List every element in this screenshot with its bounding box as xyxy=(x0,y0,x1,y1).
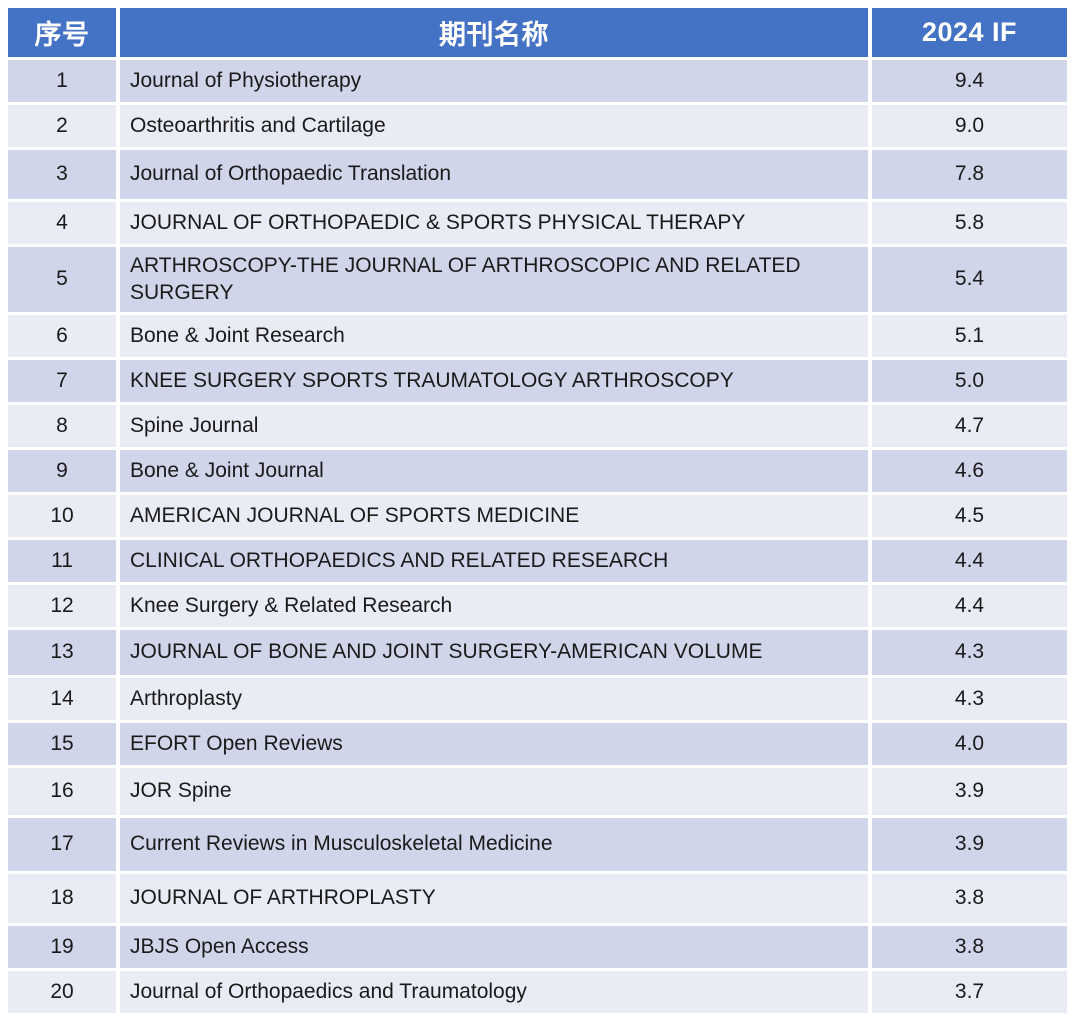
impact-factor-cell: 5.0 xyxy=(872,360,1067,402)
row-index-cell: 14 xyxy=(8,678,116,720)
journal-name-cell: CLINICAL ORTHOPAEDICS AND RELATED RESEAR… xyxy=(120,540,868,582)
header-cell-index: 序号 xyxy=(8,8,116,57)
impact-factor-cell: 9.4 xyxy=(872,60,1067,102)
journal-if-table: 序号 期刊名称 2024 IF 1 Journal of Physiothera… xyxy=(4,5,1071,1016)
row-index-cell: 5 xyxy=(8,247,116,312)
journal-name-cell: KNEE SURGERY SPORTS TRAUMATOLOGY ARTHROS… xyxy=(120,360,868,402)
impact-factor-cell: 3.9 xyxy=(872,818,1067,871)
journal-name-cell: Journal of Orthopaedic Translation xyxy=(120,150,868,199)
journal-name-cell: JOURNAL OF BONE AND JOINT SURGERY-AMERIC… xyxy=(120,630,868,675)
impact-factor-cell: 4.0 xyxy=(872,723,1067,765)
impact-factor-cell: 4.3 xyxy=(872,630,1067,675)
row-index-cell: 1 xyxy=(8,60,116,102)
impact-factor-cell: 3.9 xyxy=(872,768,1067,815)
table-row: 9 Bone & Joint Journal 4.6 xyxy=(8,450,1067,492)
journal-name-cell: Bone & Joint Research xyxy=(120,315,868,357)
row-index-cell: 7 xyxy=(8,360,116,402)
impact-factor-cell: 4.6 xyxy=(872,450,1067,492)
row-index-cell: 20 xyxy=(8,971,116,1013)
impact-factor-cell: 4.4 xyxy=(872,585,1067,627)
table-row: 7 KNEE SURGERY SPORTS TRAUMATOLOGY ARTHR… xyxy=(8,360,1067,402)
journal-table-body: 1 Journal of Physiotherapy 9.4 2 Osteoar… xyxy=(8,60,1067,1013)
impact-factor-cell: 5.4 xyxy=(872,247,1067,312)
table-row: 20 Journal of Orthopaedics and Traumatol… xyxy=(8,971,1067,1013)
table-row: 18 JOURNAL OF ARTHROPLASTY 3.8 xyxy=(8,874,1067,923)
table-row: 12 Knee Surgery & Related Research 4.4 xyxy=(8,585,1067,627)
table-row: 5 ARTHROSCOPY-THE JOURNAL OF ARTHROSCOPI… xyxy=(8,247,1067,312)
row-index-cell: 16 xyxy=(8,768,116,815)
header-row: 序号 期刊名称 2024 IF xyxy=(8,8,1067,57)
table-row: 19 JBJS Open Access 3.8 xyxy=(8,926,1067,968)
impact-factor-cell: 5.8 xyxy=(872,202,1067,244)
table-row: 4 JOURNAL OF ORTHOPAEDIC & SPORTS PHYSIC… xyxy=(8,202,1067,244)
row-index-cell: 3 xyxy=(8,150,116,199)
header-cell-2024-if: 2024 IF xyxy=(872,8,1067,57)
table-row: 10 AMERICAN JOURNAL OF SPORTS MEDICINE 4… xyxy=(8,495,1067,537)
row-index-cell: 13 xyxy=(8,630,116,675)
row-index-cell: 9 xyxy=(8,450,116,492)
row-index-cell: 17 xyxy=(8,818,116,871)
row-index-cell: 6 xyxy=(8,315,116,357)
journal-name-cell: JOURNAL OF ORTHOPAEDIC & SPORTS PHYSICAL… xyxy=(120,202,868,244)
impact-factor-cell: 3.7 xyxy=(872,971,1067,1013)
table-row: 15 EFORT Open Reviews 4.0 xyxy=(8,723,1067,765)
impact-factor-cell: 4.4 xyxy=(872,540,1067,582)
impact-factor-cell: 9.0 xyxy=(872,105,1067,147)
impact-factor-cell: 3.8 xyxy=(872,874,1067,923)
row-index-cell: 19 xyxy=(8,926,116,968)
impact-factor-cell: 3.8 xyxy=(872,926,1067,968)
table-row: 6 Bone & Joint Research 5.1 xyxy=(8,315,1067,357)
table-row: 14 Arthroplasty 4.3 xyxy=(8,678,1067,720)
journal-name-cell: ARTHROSCOPY-THE JOURNAL OF ARTHROSCOPIC … xyxy=(120,247,868,312)
row-index-cell: 4 xyxy=(8,202,116,244)
journal-name-cell: JBJS Open Access xyxy=(120,926,868,968)
journal-name-cell: Spine Journal xyxy=(120,405,868,447)
impact-factor-cell: 5.1 xyxy=(872,315,1067,357)
table-row: 13 JOURNAL OF BONE AND JOINT SURGERY-AME… xyxy=(8,630,1067,675)
journal-name-cell: Arthroplasty xyxy=(120,678,868,720)
row-index-cell: 2 xyxy=(8,105,116,147)
row-index-cell: 18 xyxy=(8,874,116,923)
journal-name-cell: JOR Spine xyxy=(120,768,868,815)
journal-name-cell: Journal of Physiotherapy xyxy=(120,60,868,102)
impact-factor-cell: 4.5 xyxy=(872,495,1067,537)
impact-factor-cell: 4.3 xyxy=(872,678,1067,720)
row-index-cell: 12 xyxy=(8,585,116,627)
table-row: 3 Journal of Orthopaedic Translation 7.8 xyxy=(8,150,1067,199)
table-row: 16 JOR Spine 3.9 xyxy=(8,768,1067,815)
header-cell-journal-name: 期刊名称 xyxy=(120,8,868,57)
journal-name-cell: Current Reviews in Musculoskeletal Medic… xyxy=(120,818,868,871)
table-header: 序号 期刊名称 2024 IF xyxy=(8,8,1067,57)
journal-name-cell: AMERICAN JOURNAL OF SPORTS MEDICINE xyxy=(120,495,868,537)
journal-name-cell: Knee Surgery & Related Research xyxy=(120,585,868,627)
journal-name-cell: Bone & Joint Journal xyxy=(120,450,868,492)
journal-name-cell: Osteoarthritis and Cartilage xyxy=(120,105,868,147)
row-index-cell: 11 xyxy=(8,540,116,582)
journal-name-cell: EFORT Open Reviews xyxy=(120,723,868,765)
journal-name-cell: Journal of Orthopaedics and Traumatology xyxy=(120,971,868,1013)
row-index-cell: 8 xyxy=(8,405,116,447)
journal-name-cell: JOURNAL OF ARTHROPLASTY xyxy=(120,874,868,923)
table-row: 1 Journal of Physiotherapy 9.4 xyxy=(8,60,1067,102)
row-index-cell: 15 xyxy=(8,723,116,765)
table-row: 11 CLINICAL ORTHOPAEDICS AND RELATED RES… xyxy=(8,540,1067,582)
table-row: 17 Current Reviews in Musculoskeletal Me… xyxy=(8,818,1067,871)
table-row: 2 Osteoarthritis and Cartilage 9.0 xyxy=(8,105,1067,147)
row-index-cell: 10 xyxy=(8,495,116,537)
impact-factor-cell: 7.8 xyxy=(872,150,1067,199)
impact-factor-cell: 4.7 xyxy=(872,405,1067,447)
table-row: 8 Spine Journal 4.7 xyxy=(8,405,1067,447)
